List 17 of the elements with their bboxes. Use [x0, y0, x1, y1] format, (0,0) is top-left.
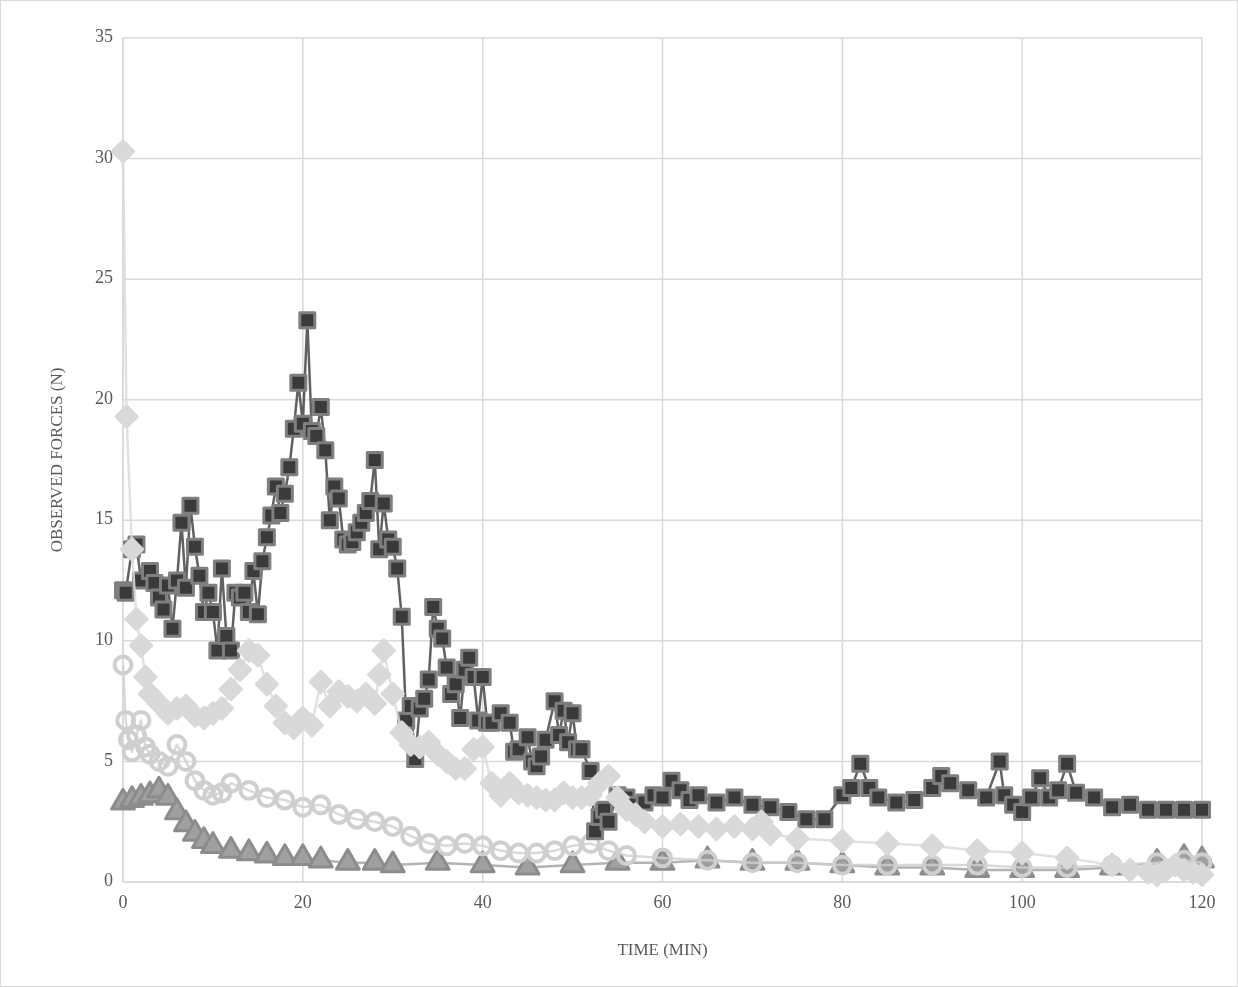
y-tick-label: 0 — [104, 870, 113, 891]
x-tick-label: 40 — [473, 892, 492, 912]
y-axis-title: OBSERVED FORCES (N) — [47, 367, 66, 553]
x-tick-label: 100 — [1008, 892, 1036, 912]
x-tick-label: 60 — [653, 892, 672, 912]
y-tick-label: 20 — [95, 387, 113, 408]
x-tick-label: 120 — [1188, 892, 1216, 912]
x-tick-label: 20 — [293, 892, 312, 912]
x-axis-title: TIME (MIN) — [617, 940, 708, 959]
y-tick-label: 35 — [95, 26, 113, 47]
x-tick-label: 0 — [118, 892, 128, 912]
y-tick-label: 10 — [95, 628, 113, 649]
x-tick-label: 80 — [833, 892, 852, 912]
y-tick-label: 25 — [95, 267, 113, 288]
y-tick-label: 30 — [95, 146, 113, 167]
y-tick-label: 5 — [104, 749, 113, 770]
y-tick-label: 15 — [95, 508, 113, 529]
